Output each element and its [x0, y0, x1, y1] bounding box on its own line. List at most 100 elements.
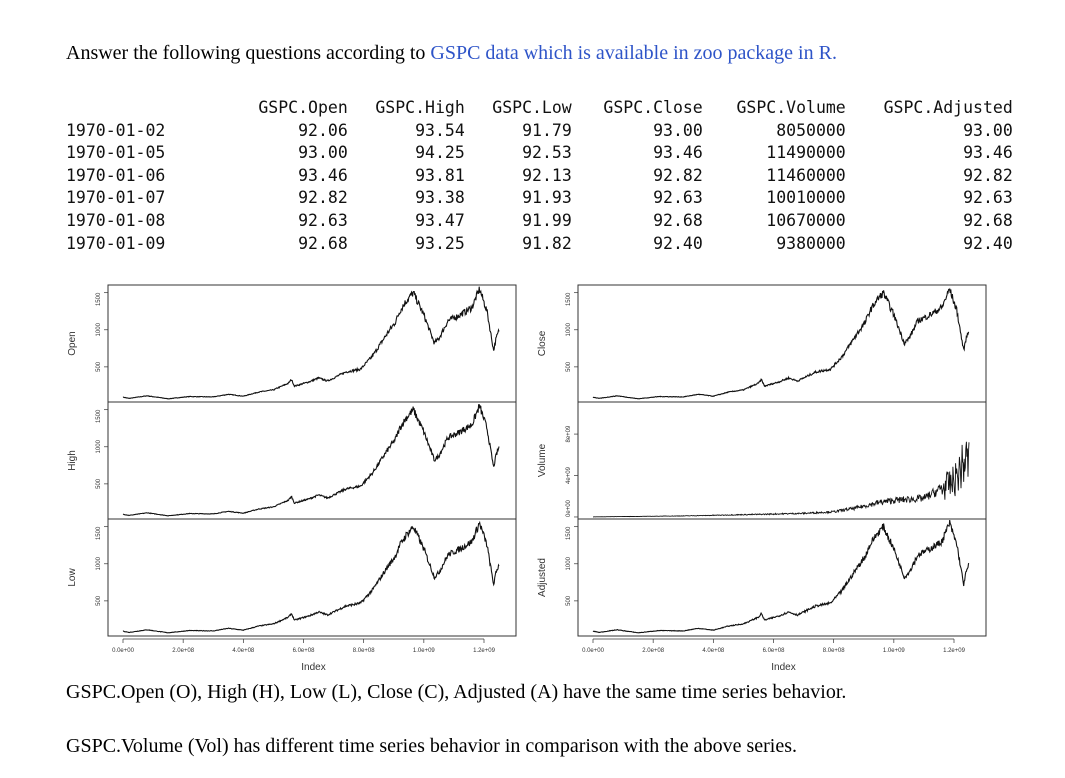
cell-volume: 10670000 [766, 210, 846, 230]
y-axis-label: Close [537, 330, 548, 356]
x-tick-label: 0.0e+00 [582, 648, 605, 654]
x-tick-label: 6.0e+08 [763, 648, 786, 654]
cell-open: 92.82 [298, 188, 348, 208]
x-tick-label: 8.0e+08 [353, 648, 376, 654]
cell-low: 91.93 [522, 188, 572, 208]
y-tick-label: 1000 [96, 439, 102, 453]
gspc-head-table: GSPC.Open GSPC.High GSPC.Low GSPC.Close … [66, 97, 1013, 256]
row-date: 1970-01-08 [66, 210, 166, 230]
cell-adjusted: 92.82 [963, 165, 1013, 185]
y-tick-label: 1000 [96, 556, 102, 570]
cell-volume: 8050000 [776, 120, 846, 140]
y-tick-label: 1500 [96, 526, 102, 540]
cell-close: 93.00 [653, 120, 703, 140]
panel-adjusted: 500 1000 1500 Adjusted 0.0e+00 2.0e+08 4.0e+08… [537, 518, 987, 673]
table-header-row: GSPC.Open GSPC.High GSPC.Low GSPC.Close … [66, 97, 1012, 120]
panel-frame [107, 284, 517, 403]
panel-frame [107, 401, 517, 520]
series-line-volume [593, 441, 970, 518]
table-row: 1970-01-08 92.63 93.47 91.99 92.68 10670000 92… [66, 210, 1013, 233]
row-date: 1970-01-09 [66, 233, 166, 253]
cell-close: 92.40 [653, 233, 703, 253]
cell-volume: 10010000 [766, 188, 846, 208]
table-row: 1970-01-06 93.46 93.81 92.13 92.82 11460000 92… [66, 165, 1013, 188]
y-axis-label: High [67, 450, 78, 471]
cell-volume: 9380000 [776, 233, 846, 253]
x-tick-label: 1.0e+09 [883, 648, 906, 654]
panel-low: 500 1000 1500 Low 0.0e+00 2.0e+08 4.0e+08 6.0e+… [67, 518, 517, 673]
y-tick-label: 500 [96, 361, 102, 372]
y-tick-label: 1500 [566, 526, 572, 540]
y-tick-label: 1000 [566, 322, 572, 336]
series-line-high [122, 403, 500, 517]
x-tick-label: 4.0e+08 [702, 648, 725, 654]
table-row: 1970-01-05 93.00 94.25 92.53 93.46 11490000 93… [66, 142, 1013, 165]
cell-close: 92.68 [653, 210, 703, 230]
cell-adjusted: 92.68 [963, 210, 1013, 230]
x-tick-label: 1.2e+09 [943, 648, 966, 654]
y-tick-label: 1000 [566, 556, 572, 570]
cell-volume: 11460000 [766, 165, 846, 185]
table-row: 1970-01-07 92.82 93.38 91.93 92.63 10010000 92… [66, 187, 1013, 210]
cell-low: 91.79 [522, 120, 572, 140]
header-adjusted: GSPC.Adjusted [883, 98, 1013, 117]
header-close: GSPC.Close [603, 98, 703, 117]
header-high: GSPC.High [375, 98, 465, 117]
panel-frame [577, 518, 987, 637]
x-tick-label: 2.0e+08 [172, 648, 195, 654]
cell-high: 93.47 [415, 210, 465, 230]
panel-frame [107, 518, 517, 637]
table-row: 1970-01-09 92.68 93.25 91.82 92.40 9380000 92.… [66, 233, 1013, 256]
x-axis-label: Index [771, 662, 795, 673]
cell-adjusted: 92.40 [963, 233, 1013, 253]
y-tick-label: 500 [566, 361, 572, 372]
cell-high: 93.81 [415, 165, 465, 185]
x-tick-label: 1.2e+09 [473, 648, 496, 654]
series-line-open [122, 286, 500, 400]
header-low: GSPC.Low [492, 98, 572, 117]
x-tick-label: 6.0e+08 [293, 648, 316, 654]
cell-high: 94.25 [415, 143, 465, 163]
panel-frame [577, 284, 987, 403]
header-open: GSPC.Open [258, 98, 348, 117]
cell-open: 92.68 [298, 233, 348, 253]
note-volume-behavior: GSPC.Volume (Vol) has different time ser… [66, 735, 797, 757]
x-tick-label: 0.0e+00 [112, 648, 135, 654]
panel-volume: 0e+00 4e+09 8e+09 Volume [537, 401, 987, 520]
cell-low: 92.53 [522, 143, 572, 163]
row-date: 1970-01-07 [66, 188, 166, 208]
y-tick-label: 1000 [96, 322, 102, 336]
cell-low: 92.13 [522, 165, 572, 185]
y-tick-label: 0e+00 [566, 499, 572, 517]
cell-close: 92.63 [653, 188, 703, 208]
series-line-adjusted [592, 520, 970, 634]
row-date: 1970-01-02 [66, 120, 166, 140]
cell-close: 93.46 [653, 143, 703, 163]
cell-volume: 11490000 [766, 143, 846, 163]
panel-open: 500 1000 1500 Open [67, 284, 517, 403]
y-axis-label: Volume [537, 443, 548, 477]
question-prefix: Answer the following questions according… [66, 42, 431, 64]
x-tick-label: 4.0e+08 [232, 648, 255, 654]
question-text: Answer the following questions according… [66, 42, 837, 65]
cell-adjusted: 92.63 [963, 188, 1013, 208]
y-tick-label: 500 [96, 595, 102, 606]
row-date: 1970-01-05 [66, 143, 166, 163]
x-tick-label: 2.0e+08 [642, 648, 665, 654]
panel-frame [577, 401, 987, 520]
gspc-link[interactable]: GSPC data which is available in zoo pack… [430, 42, 837, 64]
row-date: 1970-01-06 [66, 165, 166, 185]
cell-close: 92.82 [653, 165, 703, 185]
y-tick-label: 500 [566, 595, 572, 606]
x-tick-label: 1.0e+09 [413, 648, 436, 654]
panel-close: 500 1000 1500 Close [537, 284, 987, 403]
y-tick-label: 4e+09 [566, 466, 572, 484]
x-axis-label: Index [301, 662, 325, 673]
series-line-low [122, 520, 500, 634]
cell-high: 93.38 [415, 188, 465, 208]
y-tick-label: 1500 [96, 409, 102, 423]
y-axis-label: Open [67, 331, 78, 355]
y-tick-label: 1500 [96, 292, 102, 306]
y-axis-label: Low [67, 568, 78, 587]
